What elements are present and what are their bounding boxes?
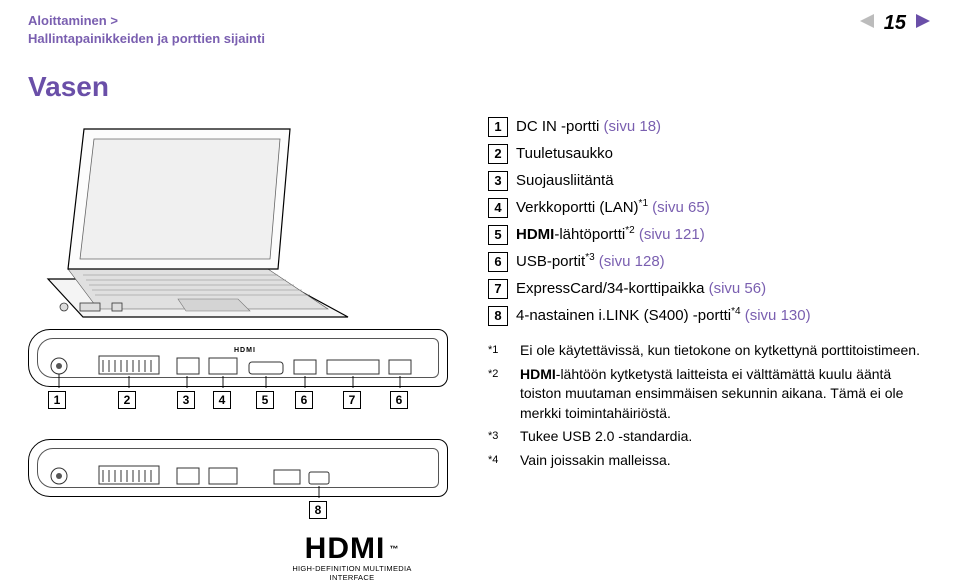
list-item: 1 DC IN -portti (sivu 18) [488, 115, 928, 139]
callout-5: 5 [256, 391, 274, 409]
item-text: Verkkoportti (LAN)*1 (sivu 65) [516, 196, 710, 220]
item-num: 4 [488, 198, 508, 218]
footnote-text: Tukee USB 2.0 -standardia. [520, 427, 692, 447]
list-item: 3 Suojausliitäntä [488, 169, 928, 193]
footnote-mark: *2 [488, 365, 510, 424]
item-text: ExpressCard/34-korttipaikka (sivu 56) [516, 277, 766, 301]
callout-2: 2 [118, 391, 136, 409]
item-num: 1 [488, 117, 508, 137]
svg-text:HDMI: HDMI [234, 347, 256, 354]
list-item: 2 Tuuletusaukko [488, 142, 928, 166]
next-page-icon[interactable] [914, 13, 932, 34]
footnote: *4 Vain joissakin malleissa. [488, 451, 928, 471]
callout-7: 7 [343, 391, 361, 409]
item-text: Suojausliitäntä [516, 169, 614, 193]
page-nav: 15 [858, 12, 932, 35]
callout-3: 3 [177, 391, 195, 409]
breadcrumb-line2: Hallintapainikkeiden ja porttien sijaint… [28, 30, 265, 48]
item-num: 8 [488, 306, 508, 326]
hdmi-logo: HDMI™ HIGH-DEFINITION MULTIMEDIA INTERFA… [272, 532, 432, 582]
footnote-text: Ei ole käytettävissä, kun tietokone on k… [520, 341, 920, 361]
hdmi-logo-subtitle: HIGH-DEFINITION MULTIMEDIA INTERFACE [272, 564, 432, 582]
item-text: USB-portit*3 (sivu 128) [516, 250, 665, 274]
item-text: DC IN -portti (sivu 18) [516, 115, 661, 139]
prev-page-icon[interactable] [858, 13, 876, 34]
item-text: 4-nastainen i.LINK (S400) -portti*4 (siv… [516, 304, 811, 328]
item-num: 7 [488, 279, 508, 299]
list-item: 5 HDMI-lähtöportti*2 (sivu 121) [488, 223, 928, 247]
list-item: 6 USB-portit*3 (sivu 128) [488, 250, 928, 274]
list-item: 8 4-nastainen i.LINK (S400) -portti*4 (s… [488, 304, 928, 328]
footnote: *3 Tukee USB 2.0 -standardia. [488, 427, 928, 447]
item-text: Tuuletusaukko [516, 142, 613, 166]
list-item: 4 Verkkoportti (LAN)*1 (sivu 65) [488, 196, 928, 220]
item-num: 6 [488, 252, 508, 272]
hdmi-logo-text: HDMI [305, 532, 386, 566]
footnote: *2 HDMI-lähtöön kytketystä laitteista ei… [488, 365, 928, 424]
side-view-2 [28, 439, 448, 497]
page-number: 15 [884, 12, 906, 35]
footnote-text: HDMI-lähtöön kytketystä laitteista ei vä… [520, 365, 928, 424]
callout-8: 6 [390, 391, 408, 409]
callout-1: 1 [48, 391, 66, 409]
trademark-icon: ™ [389, 544, 399, 554]
callout-9: 8 [309, 501, 327, 519]
footnote-mark: *3 [488, 427, 510, 447]
footnote-mark: *4 [488, 451, 510, 471]
callout-4: 4 [213, 391, 231, 409]
footnote: *1 Ei ole käytettävissä, kun tietokone o… [488, 341, 928, 361]
side-view-1: HDMI [28, 329, 448, 387]
page-title: Vasen [28, 71, 932, 103]
breadcrumb: Aloittaminen > Hallintapainikkeiden ja p… [28, 12, 265, 47]
breadcrumb-line1: Aloittaminen > [28, 12, 265, 30]
item-num: 2 [488, 144, 508, 164]
item-num: 3 [488, 171, 508, 191]
item-num: 5 [488, 225, 508, 245]
item-list: 1 DC IN -portti (sivu 18) 2 Tuuletusaukk… [488, 113, 928, 555]
item-text: HDMI-lähtöportti*2 (sivu 121) [516, 223, 705, 247]
illustration-column: HDMI [28, 113, 458, 555]
list-item: 7 ExpressCard/34-korttipaikka (sivu 56) [488, 277, 928, 301]
laptop-illustration [28, 119, 408, 319]
footnote-mark: *1 [488, 341, 510, 361]
footnote-text: Vain joissakin malleissa. [520, 451, 671, 471]
callout-6: 6 [295, 391, 313, 409]
